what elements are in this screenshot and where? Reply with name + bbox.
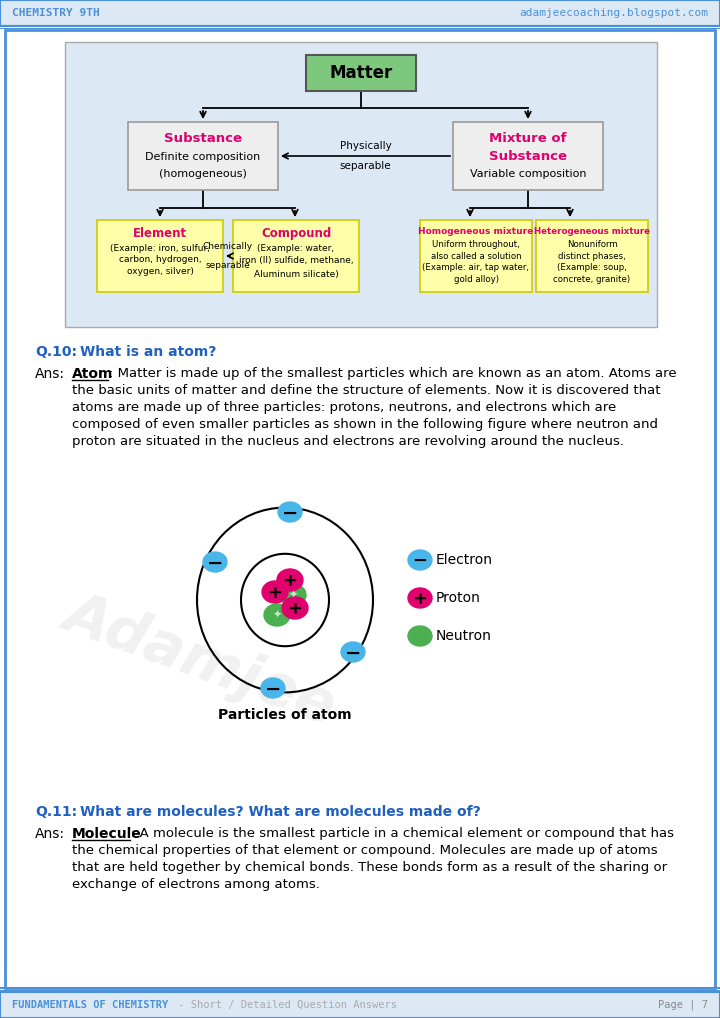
Text: Uniform throughout,: Uniform throughout, [432, 239, 520, 248]
Bar [97, 220, 223, 292]
Text: Matter: Matter [329, 64, 392, 82]
Text: atoms are made up of three particles: protons, neutrons, and electrons which are: atoms are made up of three particles: pr… [72, 401, 616, 414]
Text: proton are situated in the nucleus and electrons are revolving around the nucleu: proton are situated in the nucleus and e… [72, 435, 624, 448]
Text: composed of even smaller particles as shown in the following figure where neutro: composed of even smaller particles as sh… [72, 418, 658, 431]
Bar [233, 220, 359, 292]
Bar [128, 122, 278, 190]
Ellipse shape [408, 626, 432, 646]
Text: also called a solution: also called a solution [431, 251, 521, 261]
Text: (Example: water,: (Example: water, [258, 243, 335, 252]
Text: - Short / Detailed Question Answers: - Short / Detailed Question Answers [172, 1000, 397, 1010]
Text: −: − [265, 679, 282, 698]
Text: Definite composition: Definite composition [145, 152, 261, 162]
Text: CHEMISTRY 9TH: CHEMISTRY 9TH [12, 8, 100, 18]
Text: Aluminum silicate): Aluminum silicate) [253, 271, 338, 280]
Text: Compound: Compound [261, 226, 331, 239]
Text: Page | 7: Page | 7 [658, 1000, 708, 1010]
Text: (homogeneous): (homogeneous) [159, 169, 247, 179]
Text: (Example: iron, sulfur,: (Example: iron, sulfur, [110, 243, 210, 252]
Text: −: − [207, 554, 223, 572]
Text: iron (II) sulfide, methane,: iron (II) sulfide, methane, [239, 256, 354, 265]
Text: Particles of atom: Particles of atom [218, 708, 352, 722]
Text: distinct phases,: distinct phases, [558, 251, 626, 261]
Text: −: − [282, 504, 298, 522]
Text: oxygen, silver): oxygen, silver) [127, 268, 194, 277]
Text: Physically: Physically [340, 142, 392, 151]
Text: +: + [282, 572, 297, 590]
Text: Q.10:: Q.10: [35, 345, 77, 359]
Text: What is an atom?: What is an atom? [80, 345, 217, 359]
Text: Homogeneous mixture: Homogeneous mixture [418, 226, 534, 235]
Ellipse shape [278, 502, 302, 522]
Ellipse shape [282, 597, 308, 619]
Text: Mixture of: Mixture of [490, 131, 567, 145]
Text: FUNDAMENTALS OF CHEMISTRY: FUNDAMENTALS OF CHEMISTRY [12, 1000, 168, 1010]
Text: exchange of electrons among atoms.: exchange of electrons among atoms. [72, 878, 320, 891]
Text: that are held together by chemical bonds. These bonds form as a result of the sh: that are held together by chemical bonds… [72, 861, 667, 874]
Text: gold alloy): gold alloy) [454, 276, 498, 284]
Text: Element: Element [133, 226, 187, 239]
Text: Nonuniform: Nonuniform [567, 239, 617, 248]
Ellipse shape [277, 569, 303, 591]
Text: the basic units of matter and define the structure of elements. Now it is discov: the basic units of matter and define the… [72, 384, 660, 397]
Text: Ans:: Ans: [35, 827, 65, 841]
Bar [420, 220, 532, 292]
Text: Substance: Substance [489, 150, 567, 163]
Text: Variable composition: Variable composition [469, 169, 586, 179]
Text: : A molecule is the smallest particle in a chemical element or compound that has: : A molecule is the smallest particle in… [131, 827, 674, 840]
Ellipse shape [264, 604, 290, 626]
Text: Chemically: Chemically [203, 242, 253, 251]
Text: the chemical properties of that element or compound. Molecules are made up of at: the chemical properties of that element … [72, 844, 657, 857]
Bar [65, 42, 657, 327]
Text: Electron: Electron [436, 553, 493, 567]
Text: Heterogeneous mixture: Heterogeneous mixture [534, 226, 650, 235]
Bar [536, 220, 648, 292]
Ellipse shape [280, 584, 306, 606]
Bar [306, 55, 416, 91]
Text: Ans:: Ans: [35, 367, 65, 381]
Text: −: − [345, 643, 361, 663]
Text: carbon, hydrogen,: carbon, hydrogen, [119, 256, 202, 265]
Text: ✦: ✦ [288, 590, 297, 600]
Text: : Matter is made up of the smallest particles which are known as an atom. Atoms : : Matter is made up of the smallest part… [109, 367, 677, 380]
Ellipse shape [262, 581, 288, 603]
Text: +: + [413, 590, 428, 608]
Ellipse shape [341, 642, 365, 662]
Text: Molecule: Molecule [72, 827, 142, 841]
Bar [0, 0, 720, 26]
Text: concrete, granite): concrete, granite) [554, 276, 631, 284]
Text: +: + [287, 600, 302, 618]
Ellipse shape [408, 550, 432, 570]
Text: Neutron: Neutron [436, 629, 492, 643]
Text: Proton: Proton [436, 591, 481, 605]
Text: separable: separable [340, 161, 391, 171]
Text: Adamjee: Adamjee [57, 584, 343, 735]
Text: Substance: Substance [164, 131, 242, 145]
Ellipse shape [261, 678, 285, 698]
Text: ✦: ✦ [272, 610, 282, 620]
Bar [453, 122, 603, 190]
Text: separable: separable [206, 261, 251, 270]
Bar [0, 992, 720, 1018]
Text: Atom: Atom [72, 367, 113, 381]
Text: Q.11:: Q.11: [35, 805, 77, 819]
Text: adamjeecoaching.blogspot.com: adamjeecoaching.blogspot.com [519, 8, 708, 18]
Text: −: − [413, 552, 428, 570]
Text: (Example: air, tap water,: (Example: air, tap water, [423, 264, 529, 273]
Ellipse shape [408, 588, 432, 608]
Text: What are molecules? What are molecules made of?: What are molecules? What are molecules m… [80, 805, 481, 819]
Text: +: + [268, 584, 282, 602]
Ellipse shape [203, 552, 227, 572]
Text: (Example: soup,: (Example: soup, [557, 264, 627, 273]
